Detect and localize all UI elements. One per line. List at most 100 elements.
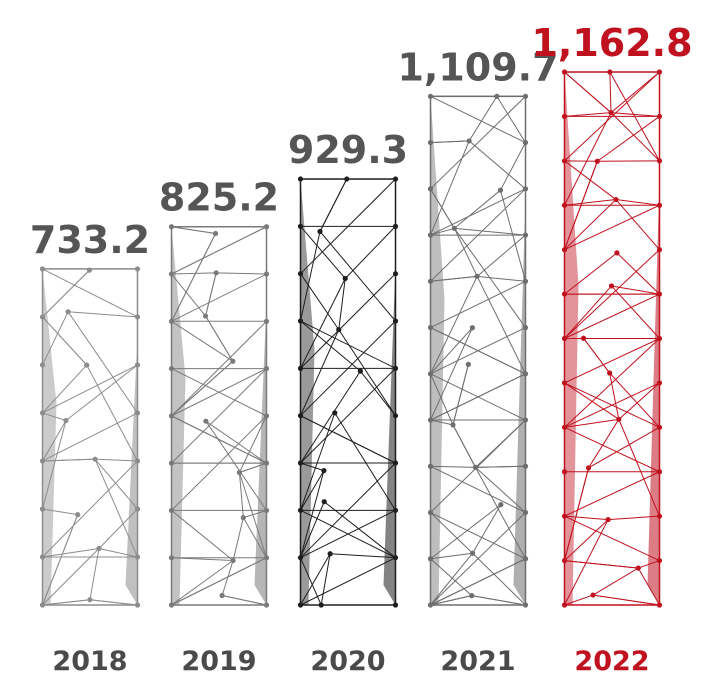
bar-pattern [300, 470, 325, 511]
bar-node [392, 460, 399, 466]
bar-pattern [609, 372, 620, 420]
bar-node [297, 271, 304, 277]
bar-node [263, 318, 270, 324]
bar-node [607, 69, 613, 75]
bar-pattern [430, 419, 454, 426]
bar-node [427, 417, 434, 423]
bar-pattern [300, 415, 396, 464]
bar-node [561, 291, 568, 297]
bar-node [134, 602, 141, 608]
bar-node [522, 186, 529, 192]
bar-pattern [430, 504, 502, 560]
bar-pattern [300, 553, 331, 606]
bar-pattern [475, 466, 526, 513]
bar-pattern [610, 112, 660, 162]
bar-shade [300, 179, 315, 605]
x-tick-label: 2020 [310, 646, 385, 677]
bar-node [561, 380, 568, 386]
bar-node [522, 602, 529, 608]
bar-node [594, 158, 600, 164]
bar-node [39, 554, 46, 560]
bar-node [522, 324, 529, 331]
bar-shade [254, 302, 267, 605]
bar-pattern [95, 458, 138, 462]
bar-node [522, 371, 529, 377]
bar-node [219, 592, 225, 599]
bar-pattern [430, 327, 473, 375]
bar-node [561, 202, 568, 208]
bar-pattern [430, 227, 455, 236]
bar-pattern [239, 462, 267, 473]
bar-pattern [300, 470, 325, 558]
bar-node [297, 602, 304, 608]
bar-node [65, 309, 71, 315]
bar-node [297, 507, 304, 513]
bar-node [635, 565, 641, 571]
bar-pattern [564, 594, 594, 606]
bar-pattern [476, 276, 526, 375]
bar-node [134, 362, 141, 368]
bar-node [392, 555, 399, 561]
bar-node [134, 554, 141, 560]
bar-pattern [86, 364, 138, 462]
bar-node [168, 413, 175, 419]
bar-pattern [171, 360, 234, 417]
bar-node [614, 250, 620, 256]
bar-node [522, 278, 529, 284]
bar-node [263, 224, 270, 230]
bar-pattern [42, 268, 138, 318]
bar-node [336, 327, 342, 333]
bar-shade [647, 178, 660, 605]
bar-pattern [430, 512, 473, 554]
bar-node [656, 113, 663, 120]
bar-pattern [300, 557, 396, 606]
bar-pattern [171, 233, 216, 322]
bar-pattern [359, 370, 396, 416]
bar-node [522, 463, 529, 469]
bar-node [561, 335, 568, 342]
bar-node [297, 365, 304, 371]
bar-pattern [564, 471, 660, 517]
bar-node [263, 271, 270, 277]
bar-shade [430, 96, 445, 605]
bar-node [321, 499, 327, 505]
bar-pattern [475, 467, 526, 559]
bar-pattern [430, 276, 478, 375]
bar-node [392, 223, 399, 229]
value-label: 825.2 [159, 176, 279, 220]
bar-node [427, 186, 434, 192]
bar-node [168, 224, 175, 230]
bar-node [427, 139, 434, 146]
bar-pattern [42, 269, 90, 318]
bar-node [427, 93, 434, 99]
bar-node [656, 69, 663, 75]
bar-pattern [592, 594, 660, 606]
bar-node [656, 202, 663, 208]
bar-shade [125, 336, 138, 605]
bar-pattern [430, 373, 526, 421]
bar-pattern [300, 509, 396, 559]
bar-node [87, 597, 93, 603]
bar-pattern [300, 273, 396, 369]
bar-node [344, 176, 350, 182]
bar-node [96, 545, 102, 552]
bar-pattern [300, 226, 346, 279]
bar-node [317, 228, 323, 235]
bar-pattern [300, 278, 346, 369]
bar-node [392, 176, 399, 182]
bar-pattern [430, 512, 526, 560]
bar-node [616, 416, 622, 422]
bar-pattern [344, 226, 396, 279]
bar-node [474, 273, 480, 279]
bar-pattern [564, 515, 609, 521]
bar-node [561, 69, 568, 75]
bar-pattern [334, 412, 396, 511]
bar-node [134, 314, 141, 320]
bar-node [656, 424, 663, 430]
bar-pattern [205, 420, 267, 511]
bar-pattern [430, 188, 455, 229]
bar-pattern [300, 367, 396, 464]
bar-node [427, 232, 434, 238]
bar-pattern [477, 275, 526, 282]
bar-pattern [300, 231, 321, 322]
